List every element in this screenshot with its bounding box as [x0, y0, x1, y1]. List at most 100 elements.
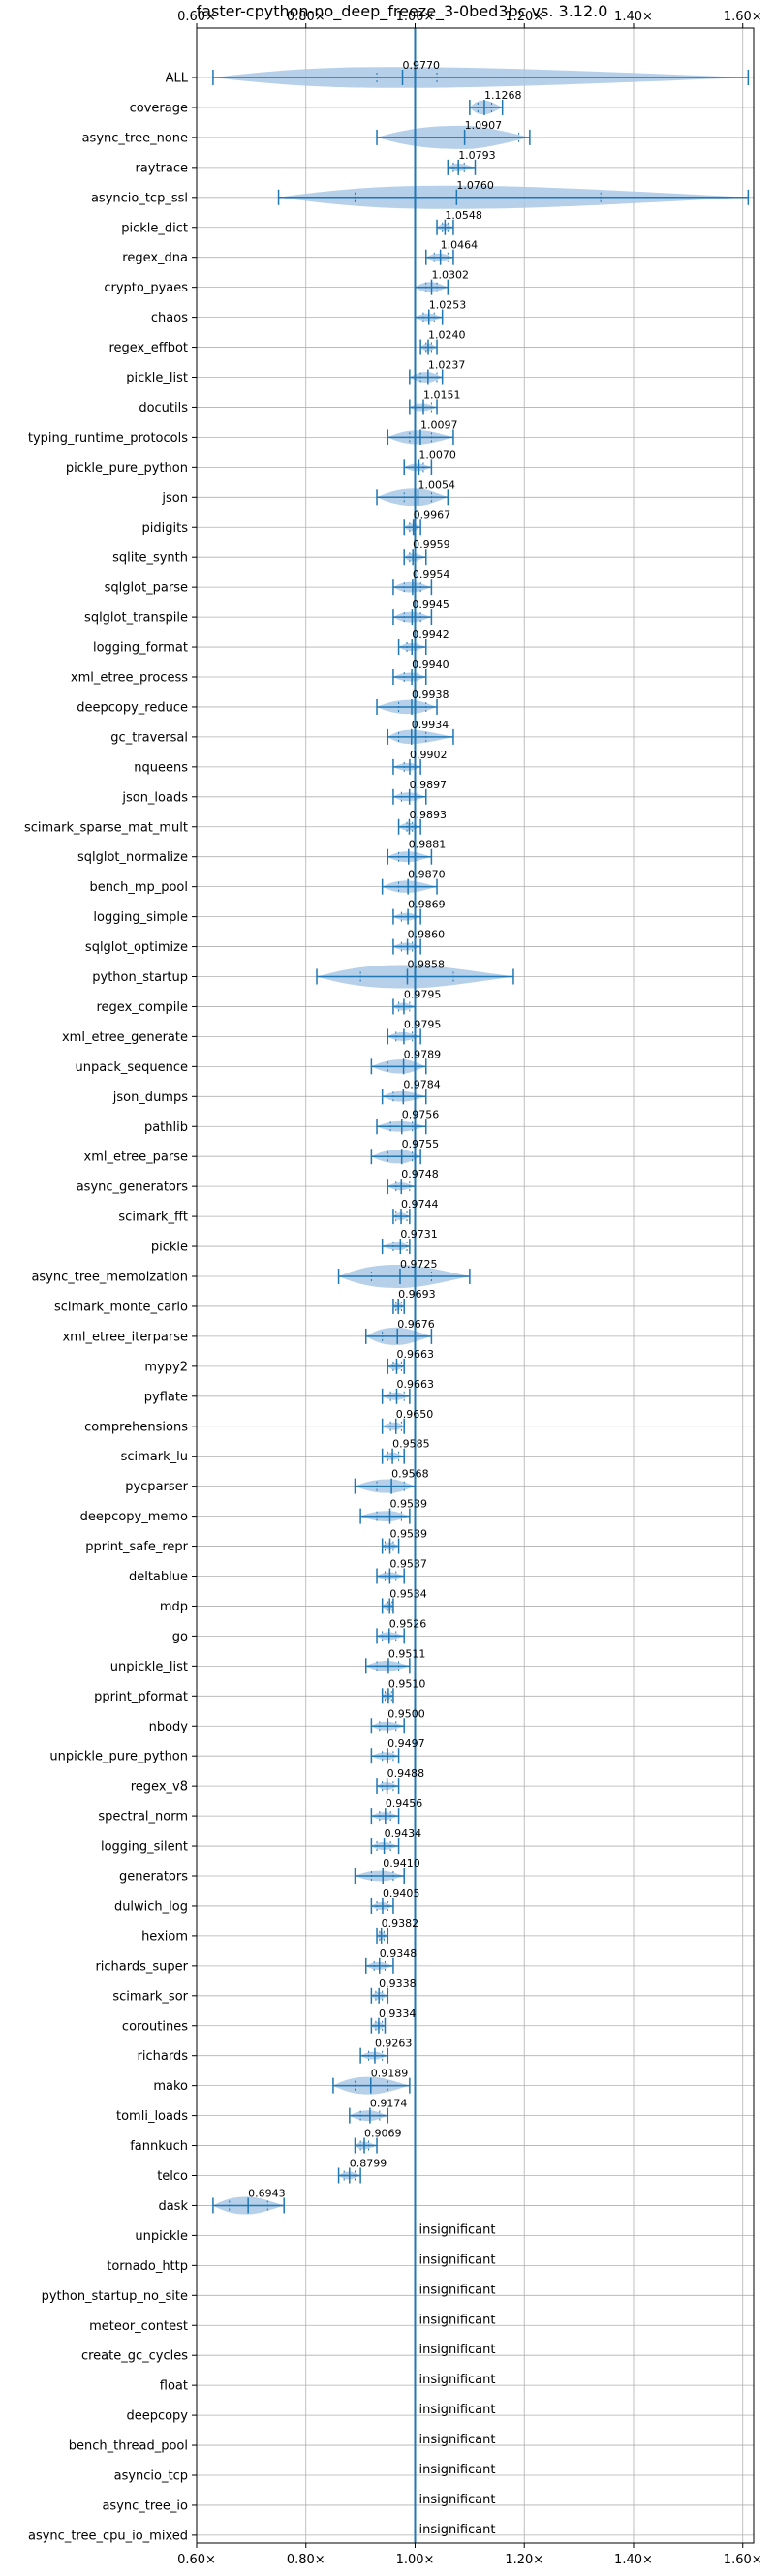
- value-label: 0.9511: [388, 1647, 426, 1660]
- value-label: 0.9942: [412, 629, 450, 641]
- benchmark-label: tornado_http: [107, 2259, 188, 2274]
- benchmark-label: json_dumps: [112, 1090, 188, 1105]
- benchmark-label: regex_compile: [96, 1000, 188, 1015]
- benchmark-label: pickle: [151, 1241, 188, 1255]
- benchmark-label: xml_etree_iterparse: [62, 1330, 188, 1344]
- benchmark-label: xml_etree_process: [71, 671, 188, 686]
- benchmark-label: deepcopy_memo: [80, 1510, 188, 1524]
- benchmark-label: logging_silent: [101, 1840, 188, 1855]
- insignificant-label: insignificant: [418, 2253, 495, 2267]
- benchmark-label: chaos: [151, 311, 188, 325]
- tick-label-bottom: 1.60×: [724, 2553, 762, 2567]
- value-label: 0.9795: [404, 988, 442, 1000]
- tick-label-bottom: 0.80×: [287, 2553, 326, 2567]
- value-label: 0.9902: [410, 749, 448, 761]
- tick-label-top: 1.20×: [505, 10, 543, 24]
- benchmark-label: pprint_safe_repr: [85, 1540, 188, 1554]
- value-label: 0.8799: [350, 2158, 388, 2170]
- insignificant-label: insignificant: [418, 2313, 495, 2327]
- benchmark-label: deepcopy: [126, 2409, 188, 2424]
- value-label: 0.9938: [412, 689, 450, 701]
- benchmark-label: richards: [138, 2049, 189, 2064]
- benchmark-label: scimark_fft: [118, 1211, 188, 1225]
- benchmark-label: async_tree_io: [102, 2499, 188, 2513]
- value-label: 0.9334: [379, 2008, 417, 2020]
- insignificant-label: insignificant: [418, 2223, 495, 2237]
- value-label: 0.9338: [379, 1978, 417, 1990]
- value-label: 1.0237: [428, 359, 466, 372]
- value-label: 1.0907: [465, 119, 503, 132]
- value-label: 1.0464: [441, 239, 479, 252]
- benchmark-label: pickle_pure_python: [66, 461, 188, 475]
- chart-title: faster-cpython-no_deep_freeze_3-0bed3bc …: [197, 2, 608, 21]
- tick-label-top: 1.40×: [614, 10, 653, 24]
- x-axes: 0.60× 0.60× 0.80× 0.80× 1.00× 1.00× 1.20× 1.20×…: [177, 10, 762, 2567]
- benchmark-label: pidigits: [142, 521, 189, 536]
- tick-label-bottom: 1.00×: [396, 2553, 435, 2567]
- value-label: 0.9189: [371, 2068, 409, 2080]
- benchmark-label: json: [161, 491, 188, 506]
- benchmark-label: regex_dna: [122, 251, 188, 265]
- value-label: 0.6943: [248, 2187, 286, 2199]
- value-label: 0.9174: [370, 2098, 408, 2110]
- value-label: 0.9663: [396, 1378, 434, 1391]
- value-label: 0.9870: [408, 869, 446, 881]
- benchmark-label: scimark_lu: [121, 1450, 188, 1464]
- benchmark-label: logging_simple: [93, 910, 188, 925]
- benchmark-label: asyncio_tcp_ssl: [91, 191, 188, 205]
- insignificant-label: insignificant: [418, 2433, 495, 2447]
- benchmark-label: async_tree_none: [82, 131, 188, 145]
- tick-label-bottom: 1.40×: [614, 2553, 653, 2567]
- value-label: 0.9534: [389, 1587, 427, 1600]
- benchmark-label: telco: [157, 2169, 188, 2184]
- value-label: 1.0760: [456, 179, 494, 192]
- value-label: 0.9434: [385, 1827, 422, 1840]
- benchmark-label: scimark_sor: [112, 1989, 188, 2004]
- value-label: 0.9456: [386, 1797, 423, 1810]
- benchmark-label: meteor_contest: [89, 2319, 188, 2334]
- insignificant-label: insignificant: [418, 2463, 495, 2477]
- benchmark-label: crypto_pyaes: [104, 281, 188, 295]
- benchmark-label: asyncio_tcp: [114, 2469, 188, 2484]
- value-label: 0.9959: [413, 538, 450, 551]
- value-label: 0.9940: [412, 659, 450, 671]
- value-label: 0.9410: [383, 1857, 420, 1870]
- value-label: 1.0253: [429, 299, 467, 312]
- value-label: 0.9770: [403, 59, 441, 72]
- benchmark-label: deltablue: [129, 1570, 188, 1584]
- tick-label-bottom: 0.60×: [177, 2553, 216, 2567]
- value-label: 1.0097: [420, 418, 458, 431]
- tick-label-top: 0.80×: [287, 10, 326, 24]
- benchmark-label: mako: [153, 2079, 188, 2094]
- benchmark-label: pycparser: [125, 1480, 188, 1494]
- violins: [212, 67, 750, 2215]
- value-label: 1.0548: [445, 209, 482, 222]
- benchmark-label: docutils: [139, 401, 188, 415]
- benchmark-label: pickle_list: [126, 371, 188, 385]
- value-label: 0.9756: [402, 1108, 440, 1120]
- insignificant-label: insignificant: [418, 2493, 495, 2507]
- insignificant-label: insignificant: [418, 2523, 495, 2537]
- labels: ALL 0.9770 coverage 1.1268 async_tree_none 1.…: [24, 59, 521, 2543]
- benchmark-label: sqlite_synth: [112, 551, 188, 566]
- value-label: 1.0151: [423, 388, 461, 401]
- benchmark-label: comprehensions: [84, 1420, 188, 1434]
- benchmark-label: python_startup_no_site: [42, 2289, 188, 2304]
- benchmark-label: logging_format: [93, 641, 188, 656]
- benchmark-label: generators: [119, 1870, 188, 1885]
- benchmark-label: typing_runtime_protocols: [28, 431, 188, 445]
- benchmark-label: sqlglot_parse: [105, 581, 188, 596]
- benchmark-label: sqlglot_transpile: [84, 611, 188, 626]
- benchmark-label: sqlglot_normalize: [78, 850, 188, 865]
- value-label: 0.9731: [400, 1228, 438, 1241]
- value-label: 0.9405: [383, 1887, 420, 1900]
- value-label: 0.9537: [389, 1558, 427, 1571]
- benchmark-label: nbody: [149, 1720, 189, 1734]
- plot-frame: [196, 27, 755, 2544]
- benchmark-label: pyflate: [144, 1390, 188, 1404]
- value-label: 0.9676: [397, 1318, 435, 1331]
- value-label: 0.9510: [388, 1677, 426, 1690]
- benchmark-label: mypy2: [144, 1360, 188, 1374]
- benchmark-label: pathlib: [144, 1120, 188, 1135]
- benchmark-label: unpickle_list: [110, 1660, 188, 1674]
